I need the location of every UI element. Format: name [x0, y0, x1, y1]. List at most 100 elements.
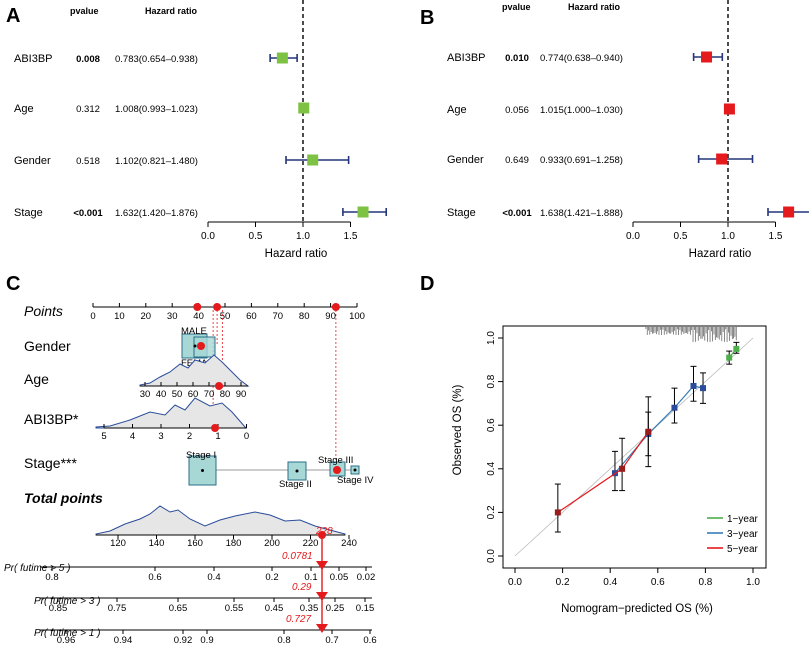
pr1-tick-label: 0.7	[325, 635, 338, 646]
a-header-hr: Hazard ratio	[145, 6, 198, 16]
abi-tick-label: 3	[158, 431, 163, 442]
panel-letter-a: A	[6, 5, 20, 27]
abi-density	[95, 397, 248, 429]
pr3-value: 0.29	[292, 582, 312, 593]
nomo-points-label: Points	[24, 303, 63, 319]
point-estimate	[357, 206, 369, 218]
stage-level-label: Stage II	[279, 479, 312, 490]
total-value: 228	[315, 526, 333, 537]
stage-level-label: Stage I	[186, 450, 216, 461]
y-tick-label: 1.0	[486, 331, 497, 345]
age-tick-label: 90	[236, 389, 247, 400]
pr5-tick-label: 0.8	[45, 572, 58, 583]
total-tick-label: 180	[226, 538, 242, 549]
row-pvalue: <0.001	[73, 208, 103, 219]
age-marker	[215, 382, 223, 390]
x-tick-label: 0.0	[201, 231, 215, 242]
nomo-pr5-label: Pr( futime > 5 )	[4, 563, 70, 574]
row-pvalue: 0.649	[505, 155, 529, 166]
row-label: ABI3BP	[14, 53, 53, 65]
pr5-tick-label: 0.1	[304, 572, 317, 583]
calibration-line	[557, 431, 649, 513]
pr5-tick-label: 0.4	[207, 572, 220, 583]
pr5-tick-label: 0.6	[148, 572, 161, 583]
stage-point	[295, 469, 299, 473]
panel-b-forest: pvalue Hazard ratio Hazard ratio 0.0 0.5 1…	[447, 0, 809, 260]
x-tick-label: 0.0	[626, 231, 640, 242]
row-label: ABI3BP	[447, 52, 486, 64]
pr3-tick-label: 0.55	[225, 603, 244, 614]
total-tick-label: 120	[110, 538, 126, 549]
row-hazard-ratio: 1.008(0.993–1.023)	[115, 104, 198, 115]
age-tick-label: 40	[156, 389, 167, 400]
pr3-tick-label: 0.15	[356, 603, 375, 614]
points-tick-label: 20	[141, 311, 152, 322]
row-hazard-ratio: 1.102(0.821–1.480)	[115, 156, 198, 167]
pr1-value: 0.727	[286, 614, 311, 625]
pr3-tick-label: 0.45	[265, 603, 284, 614]
y-tick-label: 0.8	[486, 374, 497, 388]
pr5-arrow	[316, 561, 328, 570]
abi-tick-label: 0	[244, 431, 249, 442]
point-estimate	[298, 102, 310, 114]
point-estimate	[307, 154, 319, 166]
stage-level-label: Stage IV	[337, 475, 374, 486]
row-hazard-ratio: 1.015(1.000–1.030)	[540, 105, 623, 116]
stage-point	[353, 468, 357, 472]
pr3-tick-label: 0.25	[326, 603, 345, 614]
age-tick-label: 30	[140, 389, 151, 400]
row-label: Age	[14, 103, 34, 115]
total-tick-label: 200	[264, 538, 280, 549]
calibration-point	[700, 385, 707, 392]
row-label: Stage	[14, 207, 43, 219]
panel-letter-b: B	[420, 7, 434, 29]
x-tick-label: 0.8	[698, 577, 712, 588]
calibration-point	[619, 465, 626, 472]
x-tick-label: 0.4	[603, 577, 617, 588]
point-estimate	[276, 52, 288, 64]
row-label: Stage	[447, 207, 476, 219]
points-marker	[213, 303, 222, 311]
gender-male-label: MALE	[181, 326, 207, 337]
y-tick-label: 0.4	[486, 461, 497, 475]
panel-a-forest: pvalue Hazard ratio Hazard ratio 0.0 0.5 1…	[14, 0, 388, 260]
points-tick-label: 70	[273, 311, 284, 322]
stage-marker	[333, 466, 341, 474]
points-tick-label: 40	[193, 311, 204, 322]
pr3-tick-label: 0.75	[108, 603, 127, 614]
pr5-tick-label: 0.2	[265, 572, 278, 583]
total-tick-label: 160	[187, 538, 203, 549]
row-hazard-ratio: 0.783(0.654–0.938)	[115, 54, 198, 65]
a-x-label: Hazard ratio	[265, 248, 328, 260]
row-label: Age	[447, 104, 467, 116]
point-estimate	[716, 153, 728, 165]
abi-tick-label: 2	[187, 431, 192, 442]
row-hazard-ratio: 0.774(0.638–0.940)	[540, 53, 623, 64]
calibration-point	[671, 404, 678, 411]
points-marker	[331, 303, 340, 311]
points-tick-label: 50	[220, 311, 231, 322]
point-estimate	[723, 103, 735, 115]
d-y-label: Observed OS (%)	[452, 384, 464, 475]
total-density	[95, 505, 346, 536]
nomo-gender-label: Gender	[24, 338, 71, 354]
pr1-tick-label: 0.6	[363, 635, 376, 646]
row-label: Gender	[447, 154, 484, 166]
b-header-hr: Hazard ratio	[568, 2, 621, 12]
x-tick-label: 0.2	[556, 577, 570, 588]
b-x-label: Hazard ratio	[689, 248, 752, 260]
age-tick-label: 50	[172, 389, 183, 400]
row-pvalue: 0.008	[76, 54, 100, 65]
nomo-pr3-label: Pr( futime > 3 )	[34, 596, 100, 607]
x-tick-label: 0.6	[651, 577, 665, 588]
legend-label: 3−year	[727, 529, 759, 540]
nomo-stage-label: Stage***	[24, 455, 77, 471]
pr1-tick-label: 0.94	[114, 635, 133, 646]
x-tick-label: 0.5	[249, 231, 263, 242]
abi-tick-label: 4	[130, 431, 135, 442]
y-tick-label: 0.6	[486, 418, 497, 432]
x-tick-label: 1.0	[296, 231, 310, 242]
d-x-label: Nomogram−predicted OS (%)	[561, 603, 713, 615]
points-tick-label: 10	[114, 311, 125, 322]
pr1-arrow	[316, 624, 328, 633]
